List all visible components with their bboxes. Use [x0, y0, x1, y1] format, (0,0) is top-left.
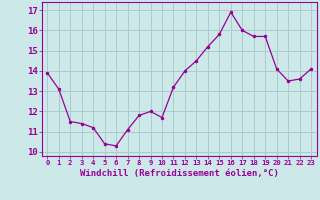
X-axis label: Windchill (Refroidissement éolien,°C): Windchill (Refroidissement éolien,°C) — [80, 169, 279, 178]
